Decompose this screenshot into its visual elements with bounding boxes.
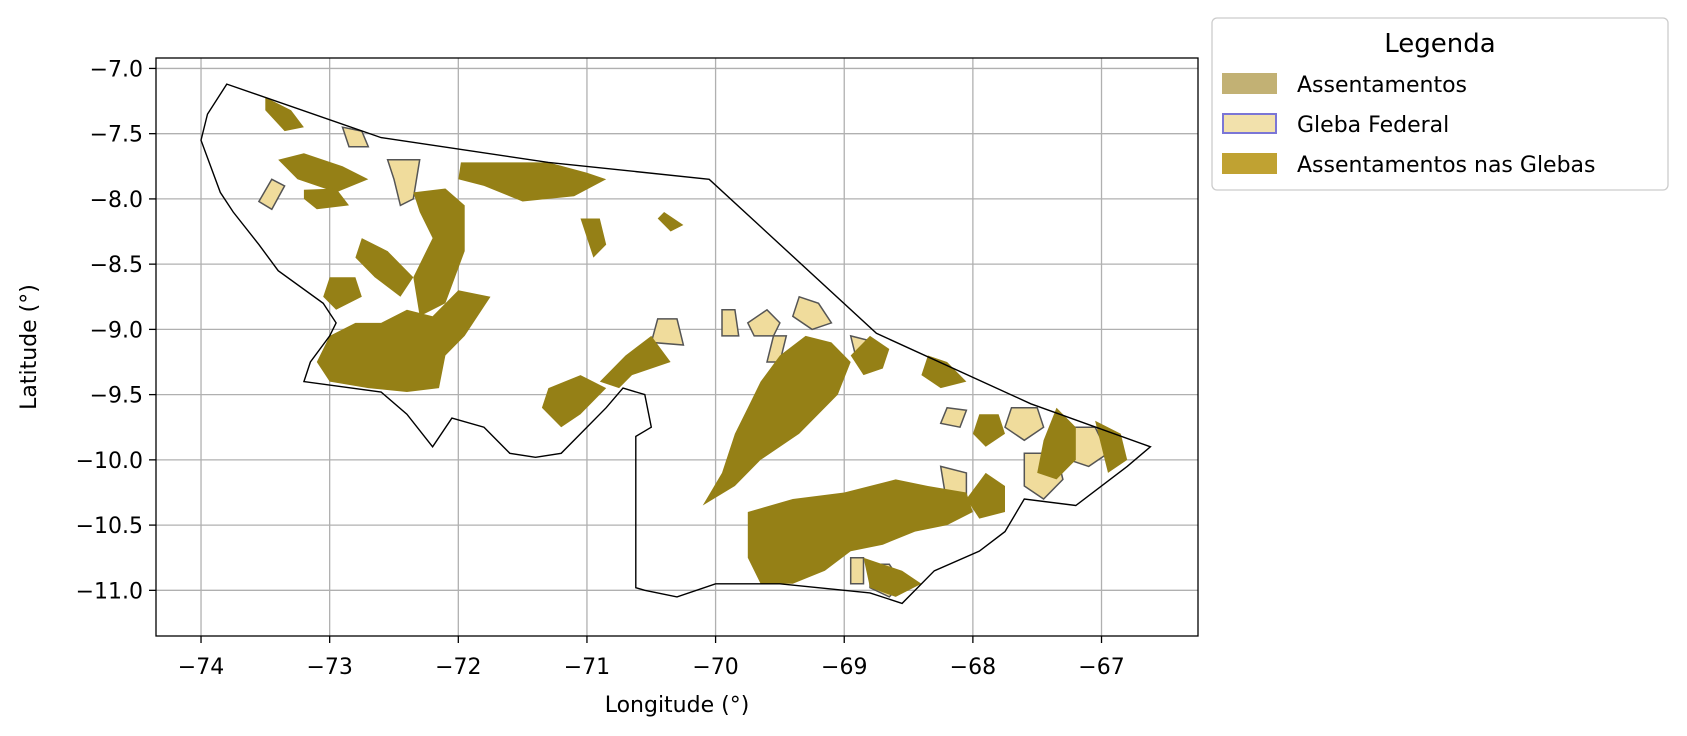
assentamento-polygon-11: [541, 375, 607, 428]
assentamento-polygon-15: [850, 335, 890, 376]
gridlines: [156, 58, 1198, 636]
y-axis-ticks: −7.0 −7.5 −8.0 −8.5 −9.0 −9.5 −10.0 −10.5 −11.0: [76, 57, 156, 604]
gleba-federal-polygon-9: [939, 406, 968, 429]
y-tick-label-1: −7.5: [90, 123, 143, 148]
gleba-federal-polygon-2: [341, 126, 370, 148]
legend-items: Assentamentos Gleba Federal Assentamentos …: [1222, 73, 1596, 178]
assentamento-polygon-18: [1037, 407, 1076, 480]
y-tick-label-3: −8.5: [90, 253, 143, 278]
assentamento-polygon-7: [316, 290, 491, 392]
y-tick-label-5: −9.5: [90, 384, 143, 409]
assentamento-polygon-20: [966, 472, 1005, 519]
x-axis-title: Longitude (°): [605, 693, 750, 718]
assentamento-polygon-9: [657, 212, 684, 232]
assentamento-polygon-2: [303, 188, 349, 210]
assentamento-polygon-6: [323, 277, 362, 310]
y-axis-title: Latitude (°): [17, 284, 42, 410]
gleba-federal-polygon-10: [1004, 406, 1045, 442]
legend-label-0: Assentamentos: [1297, 73, 1467, 98]
x-axis-ticks: −74 −73 −72 −71 −70 −69 −68 −67: [178, 636, 1125, 680]
x-tick-label-7: −67: [1078, 655, 1124, 680]
assentamento-polygon-17: [972, 414, 1005, 447]
assentamento-polygon-5: [355, 238, 414, 297]
x-tick-label-6: −68: [950, 655, 996, 680]
gleba-federal-polygon-0: [257, 178, 286, 211]
assentamentos-nas-glebas-layer: [265, 97, 1128, 597]
y-tick-label-0: −7.0: [90, 57, 143, 82]
legend-swatch-1: [1222, 113, 1277, 134]
assentamento-polygon-19: [1095, 420, 1128, 473]
legend-label-1: Gleba Federal: [1297, 113, 1449, 138]
gleba-federal-polygon-1: [386, 159, 421, 207]
gleba-federal-polygon-6: [791, 295, 833, 331]
assentamento-polygon-10: [599, 335, 671, 389]
assentamento-polygon-8: [580, 218, 607, 258]
legend-swatch-2: [1222, 153, 1277, 174]
y-tick-label-8: −11.0: [76, 579, 143, 604]
assentamento-polygon-4: [413, 188, 465, 317]
x-tick-label-4: −70: [692, 655, 738, 680]
x-tick-label-2: −72: [435, 655, 481, 680]
y-tick-label-6: −10.0: [76, 449, 143, 474]
gleba-federal-polygon-15: [849, 556, 865, 585]
y-tick-label-7: −10.5: [76, 514, 143, 539]
x-tick-label-5: −69: [821, 655, 867, 680]
x-tick-label-1: −73: [306, 655, 352, 680]
assentamento-polygon-14: [863, 557, 922, 597]
legend-box: [1211, 17, 1669, 191]
state-boundary: [200, 83, 1152, 605]
assentamento-polygon-12: [702, 335, 851, 506]
y-tick-label-4: −9.0: [90, 318, 143, 343]
x-tick-label-0: −74: [178, 655, 224, 680]
gleba-federal-polygon-4: [721, 309, 740, 337]
gleba-federal-polygon-3: [650, 318, 685, 346]
legend-swatch-0: [1222, 73, 1277, 94]
assentamento-polygon-1: [278, 153, 369, 193]
y-tick-label-2: −8.0: [90, 188, 143, 213]
assentamento-polygon-13: [747, 479, 973, 584]
legend-title: Legenda: [1384, 29, 1495, 59]
x-tick-label-3: −71: [564, 655, 610, 680]
legend-label-2: Assentamentos nas Glebas: [1297, 153, 1596, 178]
assentamento-polygon-0: [265, 97, 304, 132]
plot-frame: [155, 57, 1199, 637]
state-outline-layer: [200, 83, 1152, 605]
gleba-federal-polygon-5: [746, 308, 781, 337]
assentamento-polygon-3: [458, 162, 607, 202]
assentamento-polygon-16: [921, 355, 967, 389]
